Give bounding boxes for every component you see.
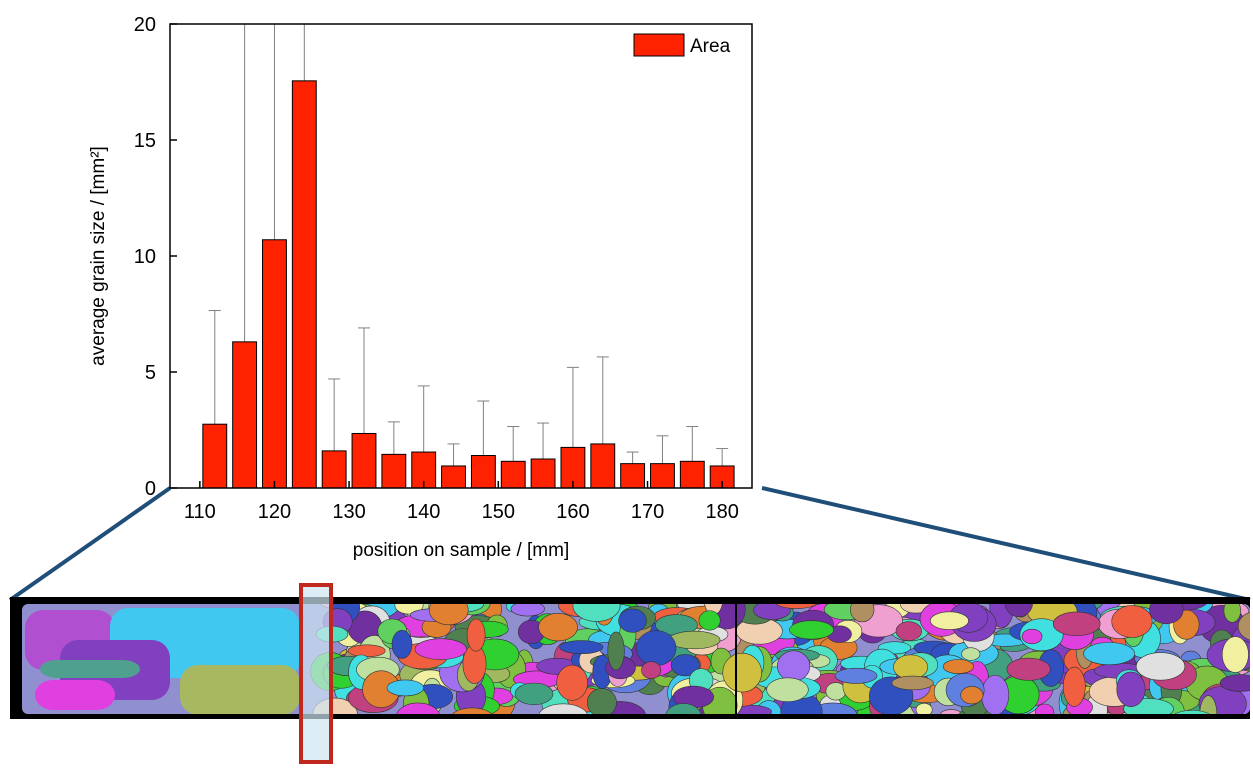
y-tick-label: 15	[134, 130, 156, 152]
grain	[1063, 667, 1085, 706]
grain	[723, 653, 762, 692]
grain	[1022, 629, 1042, 644]
x-tick-label: 180	[705, 501, 738, 523]
grain	[560, 641, 603, 654]
bar	[621, 464, 645, 488]
grain	[930, 612, 968, 630]
grain	[896, 622, 922, 641]
grain	[415, 639, 467, 660]
legend-label: Area	[690, 36, 731, 57]
x-tick-label: 170	[631, 501, 664, 523]
bar	[531, 459, 555, 488]
grain	[348, 645, 385, 657]
bar	[263, 240, 287, 488]
grain	[642, 662, 661, 679]
bar	[352, 433, 376, 488]
legend-swatch	[634, 34, 684, 56]
grain	[1007, 658, 1051, 680]
grain	[392, 630, 412, 658]
bar	[680, 461, 704, 488]
grain	[961, 686, 983, 703]
grain	[699, 611, 720, 630]
bar	[382, 454, 406, 488]
grain	[619, 609, 647, 632]
grain	[1053, 612, 1100, 636]
bar	[292, 81, 316, 488]
figure: position on sample / [mm] average grain …	[0, 0, 1253, 764]
grain	[835, 668, 877, 683]
grain	[587, 688, 616, 716]
x-tick-label: 110	[184, 501, 216, 523]
x-tick-label: 140	[407, 501, 440, 523]
grain	[636, 631, 676, 666]
bar	[501, 461, 525, 488]
grain	[943, 659, 973, 673]
x-tick-label: 160	[556, 501, 589, 523]
highlight-box	[301, 585, 331, 762]
grain	[573, 590, 620, 621]
zoom-line	[762, 488, 1250, 600]
grain	[1084, 642, 1135, 664]
grain	[982, 675, 1009, 715]
grain	[608, 632, 625, 670]
bar	[471, 456, 495, 488]
grain	[180, 665, 300, 715]
grain	[893, 655, 927, 679]
page: position on sample / [mm] average grain …	[0, 0, 1253, 769]
grain	[777, 651, 810, 681]
grain	[40, 660, 140, 678]
grain	[467, 619, 485, 651]
grain	[539, 613, 578, 641]
grain	[892, 676, 934, 690]
x-tick-label: 130	[332, 501, 365, 523]
grain	[387, 680, 424, 696]
bar	[233, 342, 257, 488]
bar	[591, 444, 615, 488]
bar	[322, 451, 346, 488]
grain	[515, 683, 553, 705]
y-tick-label: 10	[134, 246, 156, 268]
grain	[35, 680, 115, 710]
x-tick-label: 120	[258, 501, 291, 523]
bar	[203, 424, 227, 488]
grain	[1222, 637, 1248, 673]
grain	[1117, 672, 1145, 707]
grain	[1136, 653, 1185, 681]
y-tick-label: 20	[134, 14, 156, 36]
grain	[557, 665, 588, 700]
grain	[790, 621, 834, 639]
x-tick-label: 150	[482, 501, 515, 523]
bar	[651, 464, 675, 488]
y-tick-label: 0	[145, 478, 156, 500]
x-axis-label: position on sample / [mm]	[353, 540, 569, 561]
grain	[962, 648, 980, 661]
y-tick-label: 5	[145, 362, 156, 384]
y-axis-label: average grain size / [mm²]	[88, 146, 109, 366]
microstructure-image	[22, 582, 1253, 734]
grain	[1112, 606, 1152, 638]
bar	[442, 466, 466, 488]
grain	[767, 678, 809, 702]
